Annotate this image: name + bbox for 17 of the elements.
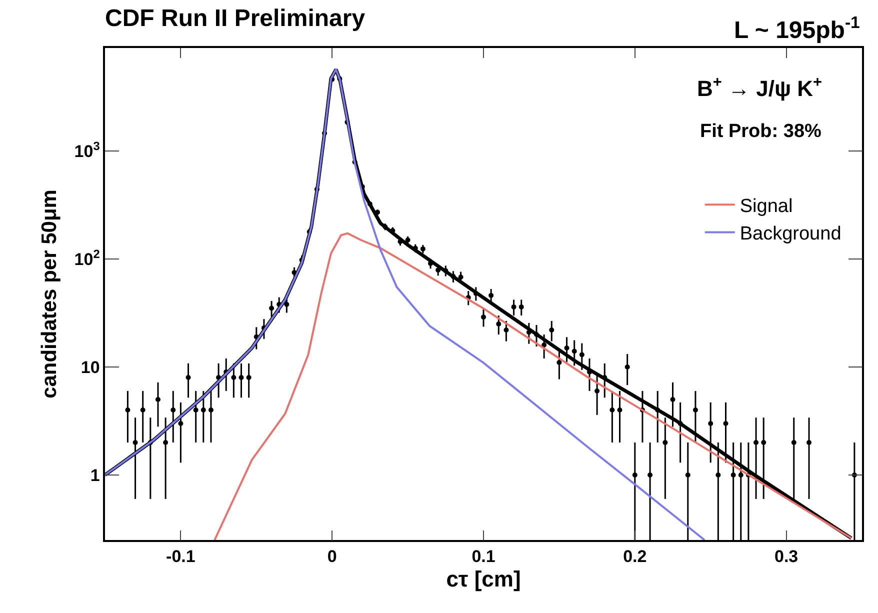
x-tick-label: 0.2 bbox=[623, 547, 647, 566]
y-tick-label: 10$^{2}$ bbox=[74, 246, 100, 269]
x-tick-label: 0.3 bbox=[774, 547, 798, 566]
x-axis-title: cτ [cm] bbox=[446, 566, 521, 592]
y-tick-label: 1 bbox=[90, 466, 100, 485]
x-tick-label: 0.1 bbox=[472, 547, 496, 566]
text: L ~ 195pb$^{-1}$ bbox=[734, 13, 860, 44]
legend-label: Background bbox=[740, 224, 842, 245]
x-tick-label: 0 bbox=[327, 547, 337, 566]
legend-label: Signal bbox=[740, 196, 793, 218]
annotation: Fit Prob: 38% bbox=[700, 121, 822, 142]
annotation: B$^{+}$ → J/ψ K$^{+}$ bbox=[697, 74, 822, 102]
y-axis-title: candidates per 50μm bbox=[38, 190, 61, 398]
chart-title: CDF Run II Preliminary bbox=[105, 4, 366, 32]
x-tick-label: -0.1 bbox=[166, 547, 196, 566]
y-tick-label: 10 bbox=[80, 358, 100, 377]
y-tick-label: 10$^{3}$ bbox=[74, 138, 100, 161]
